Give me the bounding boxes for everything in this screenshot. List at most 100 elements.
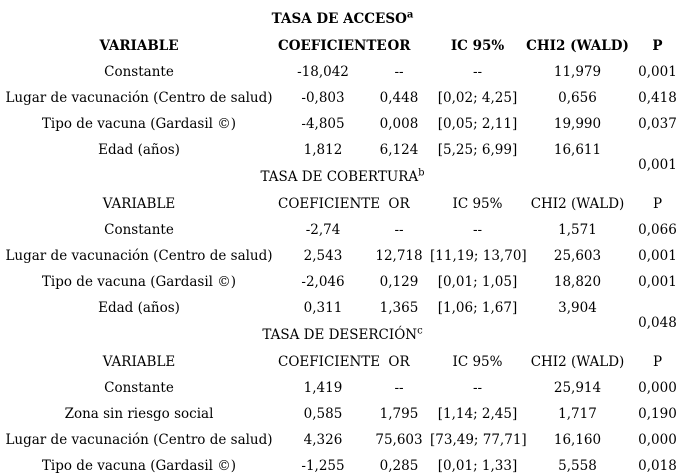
cell-coeficiente: 4,326 (303, 432, 343, 448)
column-header-chi2-wald: CHI2 (WALD) (530, 196, 625, 212)
cell-chi2: 11,979 (553, 64, 602, 80)
column-header-p: P (652, 354, 663, 370)
cell-chi2: 3,904 (558, 300, 597, 316)
cell-p: 0,037 (638, 116, 677, 132)
cell-variable: Edad (años) (98, 300, 180, 316)
column-header-or: OR (388, 196, 410, 212)
cell-p: 0,001 (638, 64, 677, 80)
cell-ic95: [73,49; 77,71] (430, 432, 527, 448)
section-footnote-marker: a (406, 9, 414, 21)
cell-coeficiente: 1,419 (303, 380, 343, 396)
column-header-coeficiente: COEFICIENTE (278, 196, 381, 212)
column-header-variable: VARIABLE (99, 38, 179, 54)
cell-or: 1,795 (379, 406, 419, 422)
cell-or: -- (394, 222, 404, 238)
cell-ic95: [11,19; 13,70] (430, 248, 527, 264)
column-header-ic95: IC 95% (450, 38, 505, 54)
cell-or: 75,603 (375, 432, 423, 448)
cell-variable: Constante (104, 380, 174, 396)
cell-chi2: 19,990 (553, 116, 602, 132)
cell-coeficiente: -4,805 (301, 116, 345, 132)
column-header-coeficiente: COEFICIENTE (278, 354, 381, 370)
cell-p: 0,418 (638, 90, 677, 106)
column-header-variable: VARIABLE (102, 196, 176, 212)
cell-or: 12,718 (375, 248, 423, 264)
cell-p: 0,000 (638, 380, 677, 396)
column-header-ic95: IC 95% (452, 354, 503, 370)
column-header-p: P (652, 196, 663, 212)
cell-variable: Edad (años) (98, 142, 180, 158)
section-title: TASA DE COBERTURA (260, 169, 419, 185)
cell-ic95: [0,01; 1,05] (437, 274, 518, 290)
cell-ic95: [1,14; 2,45] (437, 406, 518, 422)
cell-variable: Tipo de vacuna (Gardasil ©) (41, 116, 237, 132)
section-tasa-de-acceso: TASA DE ACCESOa VARIABLE COEFICIENTE OR … (0, 5, 685, 173)
cell-chi2: 1,571 (558, 222, 597, 238)
table-row: Lugar de vacunación (Centro de salud) 4,… (0, 427, 685, 453)
cell-p: 0,000 (638, 432, 677, 448)
table-row: Lugar de vacunación (Centro de salud) -0… (0, 85, 685, 111)
section-title-row: TASA DE DESERCIÓNc (0, 321, 685, 349)
cell-coeficiente: -2,046 (301, 274, 345, 290)
cell-chi2: 16,611 (553, 142, 602, 158)
cell-or: 1,365 (379, 300, 419, 316)
table-row: Edad (años) 1,812 6,124 [5,25; 6,99] 16,… (0, 137, 685, 173)
cell-variable: Constante (104, 64, 174, 80)
column-header-row: VARIABLE COEFICIENTE OR IC 95% CHI2 (WAL… (0, 33, 685, 59)
section-footnote-marker: b (418, 167, 425, 179)
column-header-ic95: IC 95% (452, 196, 503, 212)
table-row: Tipo de vacuna (Gardasil ©) -2,046 0,129… (0, 269, 685, 295)
cell-chi2: 0,656 (558, 90, 597, 106)
column-header-variable: VARIABLE (102, 354, 176, 370)
cell-variable: Zona sin riesgo social (64, 406, 214, 422)
cell-ic95: -- (472, 64, 483, 80)
cell-chi2: 25,914 (553, 380, 602, 396)
cell-ic95: -- (472, 380, 483, 396)
cell-coeficiente: 0,585 (303, 406, 343, 422)
cell-p: 0,001 (638, 248, 677, 264)
cell-coeficiente: -18,042 (297, 64, 349, 80)
cell-coeficiente: -2,74 (305, 222, 341, 238)
table-row: Lugar de vacunación (Centro de salud) 2,… (0, 243, 685, 269)
cell-coeficiente: 1,812 (303, 142, 343, 158)
cell-variable: Lugar de vacunación (Centro de salud) (5, 90, 273, 106)
cell-chi2: 16,160 (553, 432, 602, 448)
cell-coeficiente: -1,255 (301, 458, 345, 474)
cell-ic95: [5,25; 6,99] (437, 142, 518, 158)
cell-chi2: 25,603 (553, 248, 602, 264)
cell-variable: Lugar de vacunación (Centro de salud) (5, 432, 273, 448)
cell-ic95: [1,06; 1,67] (437, 300, 518, 316)
cell-coeficiente: 2,543 (303, 248, 343, 264)
section-title-cell: TASA DE DESERCIÓNc (0, 321, 685, 349)
cell-ic95: [0,02; 4,25] (437, 90, 518, 106)
cell-p-dropped-value: 0,048 (638, 315, 677, 331)
cell-or: 0,285 (379, 458, 419, 474)
cell-p: 0,001 (638, 274, 677, 290)
cell-chi2: 18,820 (553, 274, 602, 290)
column-header-p: P (652, 38, 663, 54)
cell-coeficiente: -0,803 (301, 90, 345, 106)
table-row: Constante 1,419 -- -- 25,914 0,000 (0, 375, 685, 401)
section-title-cell: TASA DE ACCESOa (0, 5, 685, 33)
cell-or: 0,129 (379, 274, 419, 290)
cell-p: 0,018 (638, 458, 677, 474)
cell-variable: Tipo de vacuna (Gardasil ©) (41, 274, 237, 290)
column-header-or: OR (387, 38, 411, 54)
cell-chi2: 1,717 (558, 406, 597, 422)
cell-coeficiente: 0,311 (303, 300, 343, 316)
column-header-row: VARIABLE COEFICIENTE OR IC 95% CHI2 (WAL… (0, 349, 685, 375)
column-header-coeficiente: COEFICIENTE (278, 38, 387, 54)
table-row: Constante -2,74 -- -- 1,571 0,066 (0, 217, 685, 243)
section-title-row: TASA DE ACCESOa (0, 5, 685, 33)
column-header-chi2-wald: CHI2 (WALD) (526, 38, 629, 54)
cell-ic95: [0,01; 1,33] (437, 458, 518, 474)
cell-p: 0,066 (638, 222, 677, 238)
cell-or: -- (394, 64, 404, 80)
cell-ic95: [0,05; 2,11] (437, 116, 518, 132)
regression-results-table: TASA DE ACCESOa VARIABLE COEFICIENTE OR … (0, 5, 685, 476)
table-row: Zona sin riesgo social 0,585 1,795 [1,14… (0, 401, 685, 427)
cell-p: 0,048 (630, 295, 685, 331)
cell-or: -- (394, 380, 404, 396)
section-tasa-de-desercion: TASA DE DESERCIÓNc VARIABLE COEFICIENTE … (0, 321, 685, 476)
